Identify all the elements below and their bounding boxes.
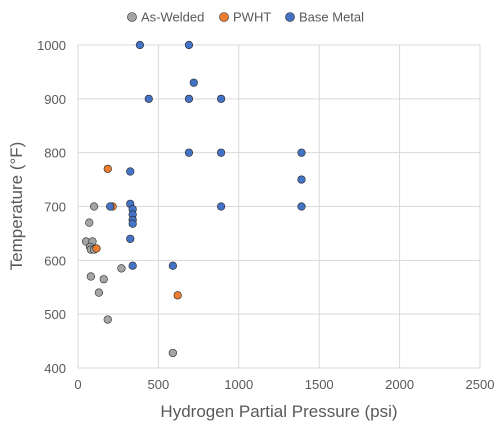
- legend-marker: [219, 12, 229, 22]
- y-axis-title: Temperature (°F): [7, 142, 26, 271]
- data-point: [217, 202, 226, 211]
- data-point: [126, 167, 135, 176]
- data-point: [128, 261, 137, 270]
- y-tick-label: 900: [44, 92, 66, 107]
- y-tick-label: 400: [44, 361, 66, 376]
- data-point: [217, 94, 226, 103]
- x-axis-tick-labels: 0 500 1000 1500 2000 2500: [74, 377, 494, 392]
- data-point: [297, 175, 306, 184]
- y-tick-label: 800: [44, 146, 66, 161]
- data-point: [173, 291, 182, 300]
- x-axis-title: Hydrogen Partial Pressure (psi): [160, 402, 397, 421]
- data-point: [128, 219, 137, 228]
- data-point: [86, 272, 95, 281]
- data-point: [106, 202, 115, 211]
- data-point: [297, 148, 306, 157]
- legend-label: PWHT: [233, 10, 271, 25]
- legend-marker: [127, 12, 137, 22]
- legend-marker: [285, 12, 295, 22]
- data-point: [117, 264, 126, 273]
- data-point: [92, 244, 101, 253]
- x-tick-label: 2500: [466, 377, 495, 392]
- data-point: [89, 202, 99, 211]
- legend: As-Welded PWHT Base Metal: [127, 10, 364, 25]
- data-point: [94, 288, 104, 297]
- data-point: [184, 148, 194, 157]
- data-point: [297, 202, 306, 211]
- data-point: [168, 348, 177, 358]
- x-tick-label: 1500: [305, 377, 334, 392]
- legend-label: As-Welded: [141, 10, 204, 25]
- y-tick-label: 500: [44, 307, 66, 322]
- y-axis-tick-labels: 400 500 600 700 800 900 1000: [37, 38, 66, 376]
- data-points: [81, 40, 306, 358]
- legend-item: Base Metal: [285, 10, 364, 25]
- x-tick-label: 1000: [224, 377, 253, 392]
- data-point: [135, 40, 145, 50]
- legend-item: As-Welded: [127, 10, 204, 25]
- legend-item: PWHT: [219, 10, 271, 25]
- x-tick-label: 500: [148, 377, 170, 392]
- data-point: [85, 218, 94, 227]
- data-point: [168, 261, 177, 270]
- series-base-metal: [106, 40, 306, 270]
- data-point: [217, 148, 226, 157]
- data-point: [103, 164, 112, 173]
- x-tick-label: 0: [74, 377, 81, 392]
- y-tick-label: 600: [44, 253, 66, 268]
- data-point: [103, 315, 112, 324]
- gridlines: [77, 44, 481, 369]
- data-point: [99, 275, 108, 284]
- data-point: [184, 94, 194, 103]
- data-point: [126, 234, 135, 243]
- y-tick-label: 700: [44, 200, 66, 215]
- x-tick-label: 2000: [385, 377, 414, 392]
- data-point: [144, 94, 153, 103]
- data-point: [189, 78, 198, 87]
- legend-label: Base Metal: [299, 10, 364, 25]
- y-tick-label: 1000: [37, 38, 66, 53]
- data-point: [184, 40, 194, 50]
